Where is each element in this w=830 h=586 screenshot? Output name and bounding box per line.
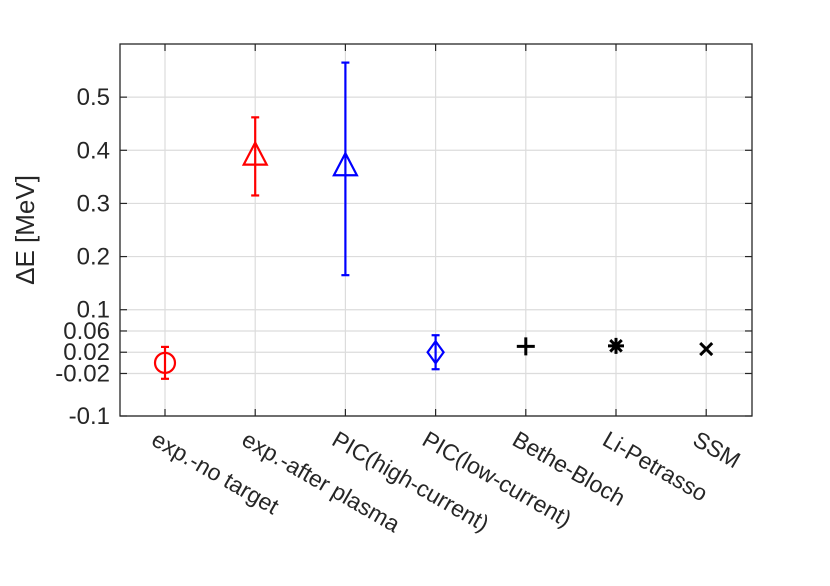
data-point-cross <box>699 341 714 357</box>
y-tick-label: 0.06 <box>63 318 110 345</box>
x-tick-label: PIC(low-current) <box>418 426 576 532</box>
y-tick-label: -0.1 <box>69 403 110 430</box>
y-axis-label: ΔE [MeV] <box>10 175 40 285</box>
data-point-diamond <box>426 339 445 366</box>
data-point-asterisk <box>608 337 624 354</box>
y-tick-label: 0.4 <box>77 137 110 164</box>
ticks-layer <box>120 44 752 417</box>
y-tick-label: 0.5 <box>77 84 110 111</box>
y-tick-label: 0.1 <box>77 297 110 324</box>
data-point-plus <box>516 337 535 356</box>
x-tick-label: SSM <box>689 426 745 473</box>
x-tick-label: exp.-after plasma <box>238 426 405 537</box>
x-tick-label: PIC(high-current) <box>328 426 494 537</box>
data-point-triangle <box>241 140 269 166</box>
y-tick-labels: -0.1 -0.020.020.060.1 0.2 0.3 0.4 0.5 <box>55 84 110 430</box>
y-tick-label: 0.2 <box>77 244 110 271</box>
y-tick-label: 0.3 <box>77 190 110 217</box>
marks-layer <box>153 61 714 380</box>
data-point-circle <box>153 351 177 374</box>
data-point-triangle <box>332 150 359 177</box>
y-tick-label: 0.02 <box>63 339 110 366</box>
y-tick-label: -0.02 <box>55 360 110 387</box>
